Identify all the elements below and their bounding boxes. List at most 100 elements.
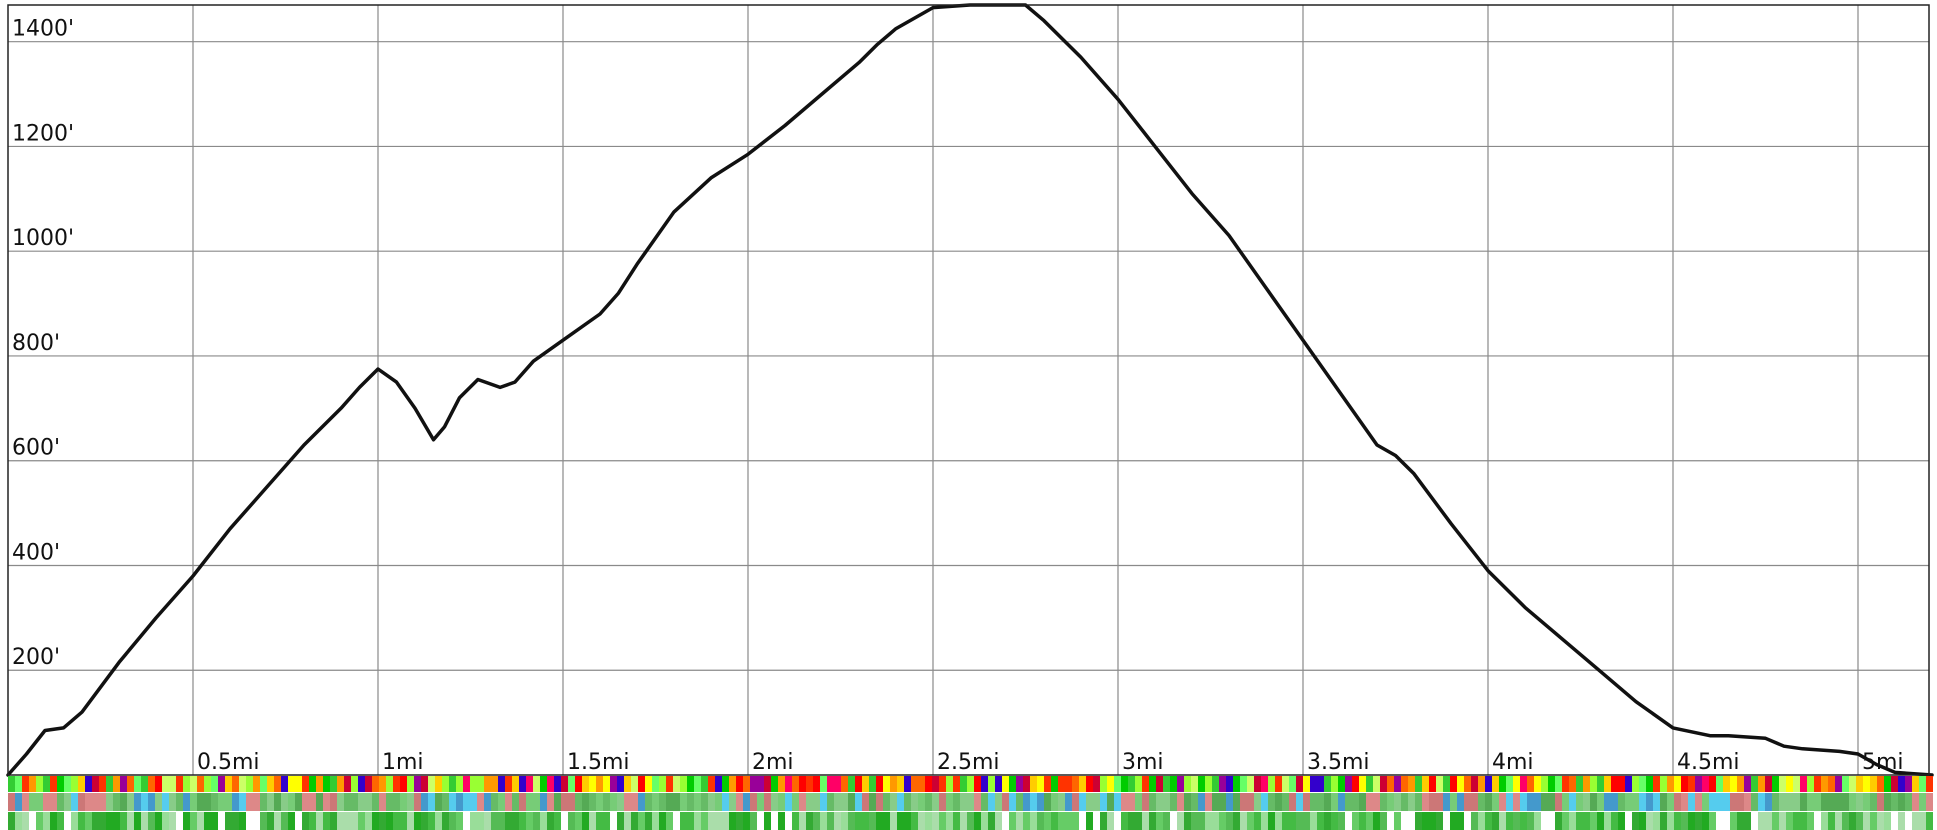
gradient-cell [1387, 793, 1394, 811]
gradient-cell [134, 812, 141, 830]
gradient-cell [1737, 776, 1744, 792]
gradient-cell [645, 812, 652, 830]
gradient-cell [1107, 812, 1114, 830]
gradient-cell [1324, 812, 1331, 830]
gradient-cell [148, 776, 155, 792]
gradient-cell [211, 776, 218, 792]
gradient-cell [981, 812, 988, 830]
gradient-cell [680, 812, 687, 830]
gradient-cell [253, 793, 260, 811]
gradient-cell [540, 793, 547, 811]
gradient-cell [211, 812, 218, 830]
gradient-cell [1597, 812, 1604, 830]
gradient-cell [1331, 812, 1338, 830]
gradient-cell [1807, 776, 1814, 792]
gradient-cell [897, 793, 904, 811]
gradient-cell [1814, 776, 1821, 792]
gradient-cell [232, 793, 239, 811]
gradient-cell [309, 812, 316, 830]
gradient-cell [8, 793, 15, 811]
gradient-cell [442, 776, 449, 792]
gradient-cell [841, 793, 848, 811]
gradient-cell [330, 776, 337, 792]
gradient-cell [1170, 793, 1177, 811]
gradient-cell [372, 776, 379, 792]
gradient-cell [148, 812, 155, 830]
gradient-cell [1793, 812, 1800, 830]
gradient-cell [876, 776, 883, 792]
gradient-cell [288, 812, 295, 830]
gradient-cell [1436, 776, 1443, 792]
gradient-cell [1044, 793, 1051, 811]
gradient-cell [113, 812, 120, 830]
gradient-cell [757, 812, 764, 830]
gradient-cell [1639, 812, 1646, 830]
gradient-cell [687, 793, 694, 811]
gradient-cell [1338, 776, 1345, 792]
gradient-cell [1401, 793, 1408, 811]
gradient-cell [617, 812, 624, 830]
gradient-cell [267, 776, 274, 792]
gradient-cell [995, 812, 1002, 830]
gradient-cell [1548, 793, 1555, 811]
gradient-cell [918, 812, 925, 830]
gradient-cell [1618, 812, 1625, 830]
gradient-cell [953, 776, 960, 792]
y-tick-label: 1200' [12, 121, 74, 146]
gradient-cell [1303, 776, 1310, 792]
gradient-cell [1401, 812, 1408, 830]
gradient-cell [1464, 776, 1471, 792]
gradient-cell [1317, 776, 1324, 792]
gradient-cell [435, 812, 442, 830]
gradient-cell [806, 776, 813, 792]
gradient-cell [274, 812, 281, 830]
x-tick-label: 3.5mi [1307, 750, 1370, 775]
gradient-cell [967, 793, 974, 811]
gradient-cell [652, 793, 659, 811]
gradient-cell [680, 776, 687, 792]
gradient-cell [1037, 793, 1044, 811]
gradient-cell [869, 793, 876, 811]
gradient-cell [1100, 776, 1107, 792]
gradient-cell [512, 793, 519, 811]
gradient-cell [246, 776, 253, 792]
gradient-cell [36, 812, 43, 830]
gradient-cell [939, 776, 946, 792]
gradient-cell [1653, 776, 1660, 792]
gradient-cell [799, 812, 806, 830]
gradient-cell [568, 776, 575, 792]
gradient-cell [1254, 793, 1261, 811]
gradient-cell [386, 776, 393, 792]
gradient-cell [820, 812, 827, 830]
gradient-cell [1359, 812, 1366, 830]
gradient-cell [813, 812, 820, 830]
gradient-cell [1051, 776, 1058, 792]
gradient-cell [1443, 793, 1450, 811]
gradient-cell [1100, 793, 1107, 811]
gradient-cell [1625, 793, 1632, 811]
gradient-cell [232, 776, 239, 792]
gradient-cell [1352, 793, 1359, 811]
gradient-cell [904, 793, 911, 811]
gradient-cell [904, 812, 911, 830]
gradient-cell [792, 776, 799, 792]
gradient-cell [176, 793, 183, 811]
gradient-cell [925, 793, 932, 811]
gradient-cell [1352, 812, 1359, 830]
gradient-cell [1772, 812, 1779, 830]
gradient-cell [736, 812, 743, 830]
gradient-cell [1492, 776, 1499, 792]
gradient-cell [43, 812, 50, 830]
gradient-cell [106, 776, 113, 792]
gradient-cell [1408, 776, 1415, 792]
y-tick-label: 1400' [12, 17, 74, 42]
gradient-cell [1177, 812, 1184, 830]
gradient-cell [715, 793, 722, 811]
gradient-cell [162, 776, 169, 792]
gradient-cell [1058, 776, 1065, 792]
gradient-cell [722, 793, 729, 811]
gradient-cell [1072, 793, 1079, 811]
gradient-cell [1800, 793, 1807, 811]
gradient-cell [876, 812, 883, 830]
gradient-cell [169, 793, 176, 811]
